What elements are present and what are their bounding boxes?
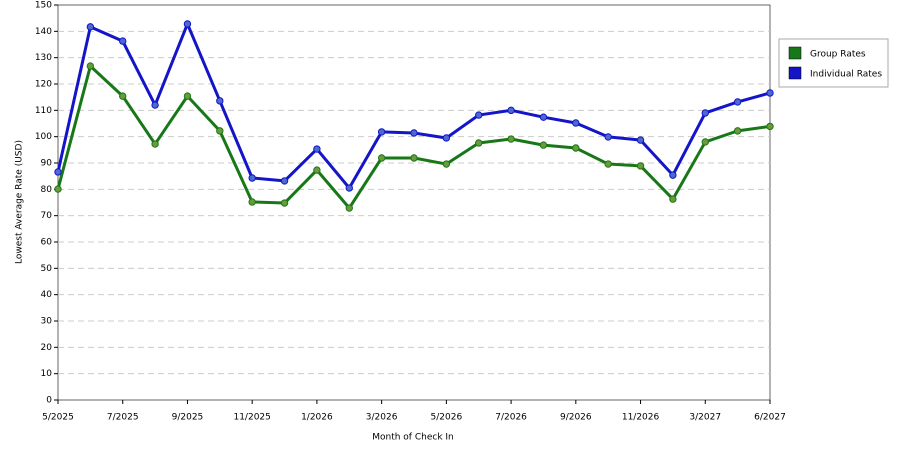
data-point — [410, 129, 418, 137]
data-point — [151, 101, 159, 109]
y-tick-label: 50 — [41, 264, 53, 274]
data-point — [183, 20, 192, 28]
x-tick-label: 5/2026 — [431, 413, 463, 423]
x-tick-label: 11/2026 — [622, 413, 660, 423]
data-point — [183, 92, 192, 100]
x-tick-label: 3/2026 — [366, 413, 398, 423]
y-tick-label: 20 — [41, 343, 53, 353]
data-point — [604, 160, 612, 168]
x-tick-label: 9/2025 — [172, 413, 204, 423]
data-point — [701, 138, 709, 146]
data-point — [280, 177, 289, 185]
y-tick-label: 10 — [41, 369, 53, 379]
y-tick-label: 130 — [35, 53, 52, 63]
x-tick-label: 9/2026 — [560, 413, 592, 423]
x-axis-title: Month of Check In — [372, 433, 454, 443]
data-point — [733, 98, 742, 106]
data-point — [604, 133, 612, 141]
data-point — [313, 145, 321, 153]
data-point — [280, 199, 289, 207]
data-point — [636, 136, 645, 144]
data-point — [119, 37, 127, 45]
y-tick-label: 100 — [35, 132, 52, 142]
y-tick-label: 70 — [41, 211, 53, 221]
data-point — [507, 106, 515, 115]
data-point — [475, 111, 483, 119]
y-tick-label: 80 — [41, 185, 53, 195]
legend-swatch — [788, 46, 802, 60]
data-point — [345, 204, 353, 212]
data-point — [54, 185, 62, 193]
legend-swatch — [788, 66, 802, 80]
x-tick-label: 3/2027 — [689, 413, 721, 423]
data-point — [669, 171, 677, 179]
data-point — [442, 160, 451, 168]
y-tick-label: 30 — [41, 317, 53, 327]
data-point — [539, 113, 548, 121]
data-point — [119, 92, 127, 100]
data-point — [669, 195, 677, 203]
plot-area — [57, 4, 771, 401]
data-point — [733, 127, 742, 135]
x-tick-label: 7/2026 — [495, 413, 527, 423]
legend-label: Individual Rates — [810, 70, 882, 80]
data-point — [345, 184, 353, 192]
data-point — [442, 134, 451, 142]
x-tick-label: 7/2025 — [107, 413, 139, 423]
y-tick-label: 40 — [41, 290, 53, 300]
data-point — [54, 168, 62, 176]
data-point — [248, 174, 256, 182]
data-point — [572, 144, 580, 152]
y-tick-label: 110 — [35, 106, 52, 116]
y-tick-label: 60 — [41, 238, 53, 248]
legend-box — [778, 38, 889, 88]
x-tick-label: 11/2025 — [233, 413, 270, 423]
data-point — [507, 135, 515, 143]
x-tick-label: 5/2025 — [42, 413, 74, 423]
data-point — [86, 23, 95, 31]
legend-label: Group Rates — [810, 50, 866, 60]
data-point — [151, 140, 159, 148]
y-tick-label: 0 — [46, 396, 52, 406]
data-point — [410, 154, 418, 162]
data-point — [636, 162, 645, 170]
data-point — [377, 154, 386, 162]
x-tick-label: 1/2026 — [301, 413, 333, 423]
y-tick-label: 90 — [41, 159, 53, 169]
data-point — [539, 141, 548, 149]
data-point — [701, 109, 709, 117]
data-point — [475, 139, 483, 147]
data-point — [766, 89, 774, 97]
data-point — [86, 62, 95, 70]
y-tick-label: 120 — [35, 80, 52, 90]
data-point — [572, 119, 580, 127]
y-tick-label: 140 — [35, 27, 52, 37]
data-point — [313, 166, 321, 174]
data-point — [766, 122, 774, 131]
y-tick-label: 150 — [35, 1, 52, 11]
x-tick-label: 6/2027 — [754, 413, 786, 423]
data-point — [377, 128, 386, 136]
data-point — [216, 97, 224, 105]
data-point — [248, 198, 256, 206]
data-point — [216, 127, 224, 135]
y-axis-title: Lowest Average Rate (USD) — [15, 140, 25, 264]
